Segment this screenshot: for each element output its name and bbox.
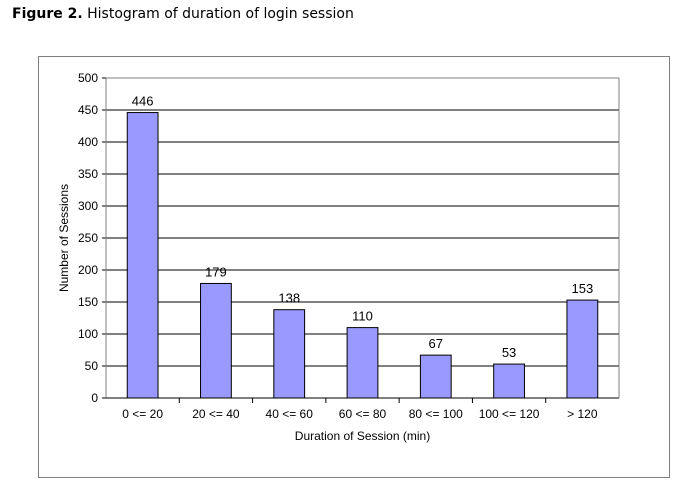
axes (102, 77, 620, 403)
bar (493, 363, 525, 399)
y-tick-label: 50 (85, 359, 99, 373)
y-tick-label: 100 (78, 327, 98, 341)
x-tick-label: 100 <= 120 (479, 407, 540, 421)
data-label: 67 (429, 336, 443, 351)
figure-caption: Figure 2. Histogram of duration of login… (12, 6, 354, 22)
y-tick-label: 200 (78, 263, 98, 277)
y-tick-label: 250 (78, 231, 98, 245)
x-axis-label: Duration of Session (min) (295, 429, 430, 443)
figure-title: Histogram of duration of login session (87, 6, 354, 22)
bar (273, 309, 306, 399)
y-axis-label: Number of Sessions (57, 184, 71, 292)
y-tick-label: 450 (78, 103, 98, 117)
y-tick-label: 150 (78, 295, 98, 309)
chart-frame (38, 56, 670, 478)
data-label: 138 (278, 291, 300, 306)
data-label: 53 (502, 345, 516, 360)
x-tick-label: 40 <= 60 (266, 407, 314, 421)
y-tick-label: 0 (91, 391, 98, 405)
bar (346, 327, 379, 399)
data-label: 179 (205, 264, 227, 279)
x-tick-label: > 120 (567, 407, 598, 421)
data-label: 110 (352, 309, 373, 324)
y-tick-label: 500 (78, 71, 98, 85)
bar (126, 112, 159, 399)
data-labels: 446 179 138 110 67 53 153 (132, 94, 593, 361)
data-label: 446 (132, 94, 154, 109)
x-tick-label: 0 <= 20 (122, 407, 163, 421)
data-label: 153 (572, 281, 594, 296)
y-tick-labels: 0 50 100 150 200 250 300 350 400 450 500 (78, 71, 98, 405)
x-tick-label: 60 <= 80 (339, 407, 387, 421)
bar (566, 299, 599, 399)
y-tick-label: 300 (78, 199, 98, 213)
x-tick-labels: 0 <= 20 20 <= 40 40 <= 60 60 <= 80 80 <= 100… (122, 407, 598, 421)
x-tick-label: 80 <= 100 (409, 407, 463, 421)
x-tick-label: 20 <= 40 (192, 407, 240, 421)
bar (419, 354, 452, 399)
y-tick-label: 400 (78, 135, 98, 149)
bar (200, 282, 232, 399)
bars (126, 112, 599, 399)
figure-number: Figure 2. (12, 6, 83, 22)
y-tick-label: 350 (78, 167, 98, 181)
